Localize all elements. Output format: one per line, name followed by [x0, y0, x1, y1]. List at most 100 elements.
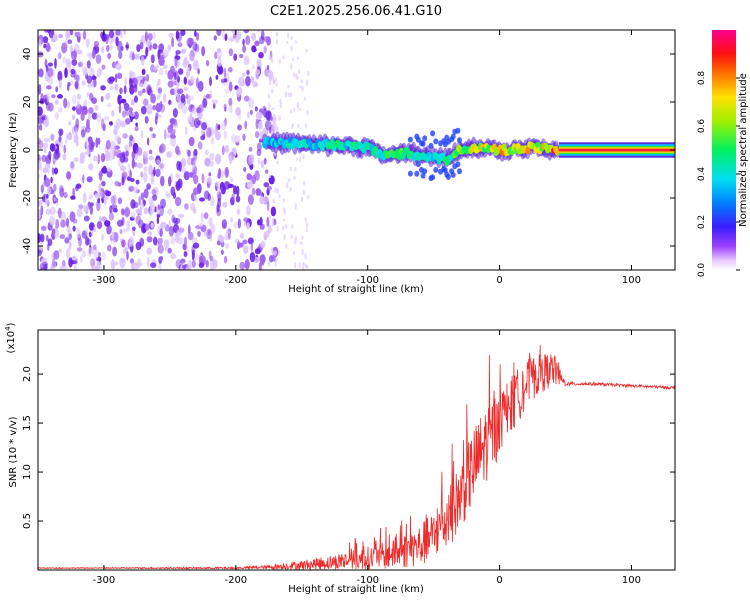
spectrogram-y-tick-label: 40: [22, 48, 33, 61]
spectrogram-cell: [135, 241, 142, 251]
spectrogram-cell: [303, 180, 306, 186]
spectrogram-cell: [174, 72, 177, 80]
spectrogram-cell: [50, 133, 55, 141]
spectrogram-cell: [38, 38, 42, 48]
spectrogram-cell: [273, 250, 277, 256]
spectrogram-cell: [54, 99, 59, 105]
spectrogram-cell: [108, 30, 115, 39]
spectrogram-cell: [148, 197, 154, 207]
spectrogram-cell: [205, 59, 210, 67]
spectrogram-cell: [217, 124, 221, 131]
spectrogram-cell: [230, 177, 234, 183]
spectrogram-cell: [67, 30, 71, 39]
spectrogram-cell: [304, 216, 308, 223]
spectrogram-cell: [219, 235, 225, 244]
spectrogram-cell: [57, 94, 63, 99]
spectrogram-cell: [88, 107, 94, 114]
spectrogram-cell: [91, 265, 98, 270]
spectrogram-cell: [134, 95, 138, 103]
spectrogram-cell: [67, 82, 71, 87]
spectrogram-cell: [76, 93, 82, 100]
spectrogram-cell: [305, 222, 309, 229]
spectrogram-cell: [46, 162, 51, 174]
spectrogram-cell: [208, 250, 212, 259]
spectrogram-cell: [58, 248, 62, 253]
spectrogram-cell: [53, 167, 59, 175]
spectrogram-cell: [296, 102, 299, 109]
spectrogram-cell: [44, 58, 48, 68]
spectrogram-cell: [201, 173, 205, 184]
spectrogram-cell: [291, 58, 295, 62]
spectrogram-cell: [54, 229, 60, 239]
spectrogram-cell: [304, 263, 308, 269]
spectrogram-cell: [140, 192, 145, 201]
spectrogram-cell: [229, 155, 232, 165]
spectrogram-cell: [182, 264, 187, 269]
spectrogram-cell: [217, 55, 222, 67]
spectrogram-cell: [148, 149, 153, 155]
spectrogram-cell: [171, 37, 175, 48]
spectrogram-cell: [191, 107, 197, 115]
spectrogram-cell: [143, 207, 149, 215]
spectrogram-cell: [106, 224, 112, 235]
spectrogram-cell: [189, 50, 195, 62]
snr-y-tick-label: 0.5: [22, 513, 33, 529]
spectrogram-cell: [302, 261, 305, 267]
spectrogram-cell: [78, 204, 84, 210]
spectrogram-cell: [192, 207, 197, 214]
spectrogram-cell: [140, 201, 144, 210]
spectrogram-cell: [135, 179, 140, 185]
spectrogram-cell: [234, 238, 241, 244]
spectrogram-cell: [79, 254, 83, 264]
spectrogram-cell: [195, 32, 200, 41]
spectrogram-ridge-branch: [420, 140, 426, 147]
spectrogram-cell: [203, 212, 209, 220]
spectrogram-cell: [136, 258, 142, 269]
spectrogram-cell: [173, 191, 176, 199]
spectrogram-cell: [93, 244, 97, 251]
spectrogram-cell: [158, 87, 162, 94]
spectrogram-ridge-branch: [433, 166, 439, 173]
spectrogram-cell: [147, 88, 153, 96]
spectrogram-cell: [48, 150, 52, 160]
spectrogram-x-tick-label: 100: [622, 275, 641, 286]
snr-x-tick-label: -300: [93, 575, 116, 586]
spectrogram-cell: [46, 194, 49, 199]
spectrogram-cell: [58, 33, 63, 39]
spectrogram-cell: [64, 67, 68, 79]
spectrogram-ridge-branch: [445, 174, 451, 180]
spectrogram-cell: [201, 122, 208, 131]
spectrogram-x-tick-label: -300: [93, 275, 116, 286]
spectrogram-cell: [249, 109, 253, 116]
spectrogram-cell: [177, 42, 183, 48]
spectrogram-cell: [251, 174, 257, 185]
spectrogram-cell: [120, 120, 127, 128]
spectrogram-cell: [183, 251, 188, 258]
spectrogram-cell: [38, 115, 43, 125]
spectrogram-cell: [135, 208, 142, 214]
spectrogram-cell: [86, 119, 90, 130]
spectrogram-cell: [251, 187, 256, 196]
spectrogram-cell: [246, 181, 253, 189]
spectrogram-cell: [146, 137, 150, 146]
spectrogram-cell: [54, 111, 59, 120]
spectrogram-cell: [200, 129, 205, 135]
spectrogram-cell: [220, 186, 224, 193]
spectrogram-cell: [187, 149, 191, 157]
spectrogram-cell: [237, 124, 242, 131]
spectrogram-cell: [198, 222, 204, 228]
spectrogram-cell: [268, 102, 271, 110]
spectrogram-cell: [87, 83, 94, 88]
spectrogram-cell: [128, 107, 133, 112]
spectrogram-cell: [86, 92, 90, 97]
spectrogram-cell: [127, 163, 131, 174]
spectrogram-cell: [119, 87, 123, 95]
spectrogram-cell: [266, 216, 270, 227]
spectrogram-cell: [46, 196, 49, 208]
spectrogram-cell: [284, 91, 288, 98]
spectrogram-cell: [175, 30, 180, 40]
spectrogram-cell: [110, 195, 116, 205]
spectrogram-cell: [75, 139, 79, 147]
spectrogram-cell: [124, 144, 130, 152]
spectrogram-cell: [270, 57, 274, 64]
